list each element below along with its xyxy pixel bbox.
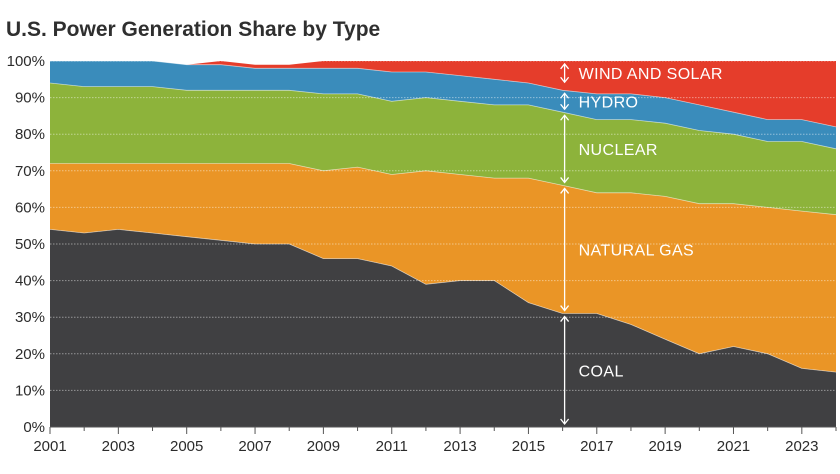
x-tick-label: 2015 — [512, 438, 545, 455]
x-tick-label: 2011 — [376, 438, 408, 455]
annotation-hydro: HYDRO — [560, 92, 639, 111]
x-tick-label: 2023 — [785, 438, 818, 455]
annotation-layer: WIND AND SOLAR HYDRO NUCLEAR NATURAL GAS COA… — [560, 62, 723, 426]
y-tick-label: 100% — [7, 53, 45, 70]
boundary-nuclear — [49, 82, 837, 150]
y-tick-label: 10% — [15, 382, 45, 399]
annotation-arrow-head-down — [560, 103, 570, 111]
y-tick-label: 0% — [23, 419, 45, 436]
x-tick-label: 2017 — [580, 438, 613, 455]
annotation-label: COAL — [579, 363, 624, 380]
annotation-arrow-head-up — [560, 114, 570, 121]
x-tick-label: 2013 — [443, 438, 476, 455]
x-tick-label: 2003 — [102, 438, 135, 455]
annotation-arrow-head-up — [560, 92, 570, 99]
annotation-label: HYDRO — [579, 94, 639, 111]
y-tick-label: 90% — [15, 90, 45, 107]
gridline-layer — [50, 60, 836, 391]
annotation-arrow-head-up — [560, 62, 570, 70]
x-tick-label: 2001 — [33, 438, 66, 455]
axis-layer — [49, 426, 837, 434]
boundary-hydro — [50, 60, 837, 128]
y-tick-label: 40% — [15, 273, 45, 290]
annotation-label: NATURAL GAS — [579, 242, 695, 259]
area-nuclear — [50, 83, 836, 215]
y-tick-label: 30% — [15, 309, 45, 326]
boundary-coal — [49, 228, 837, 373]
x-tick-label: 2005 — [170, 438, 203, 455]
area-hydro — [50, 61, 836, 149]
annotation-natural-gas: NATURAL GAS — [560, 187, 695, 312]
chart-title: U.S. Power Generation Share by Type — [6, 18, 380, 41]
x-tick-label: 2019 — [648, 438, 681, 455]
annotation-label: NUCLEAR — [579, 142, 658, 159]
y-tick-label: 80% — [15, 126, 45, 143]
x-tick-label: 2021 — [717, 438, 750, 455]
annotation-arrow-head-up — [560, 315, 570, 322]
boundary-natural-gas — [50, 163, 837, 216]
annotation-wind-and-solar: WIND AND SOLAR — [560, 62, 723, 84]
annotation-arrow-head-down — [560, 305, 570, 312]
y-tick-labels: 0% 10% 20% 30% 40% 50% 60% 70% 80% 90% 100% — [7, 53, 45, 436]
area-wind-and-solar — [50, 61, 836, 127]
area-natural-gas — [50, 163, 836, 373]
y-tick-label: 50% — [15, 236, 45, 253]
annotation-arrow-head-down — [560, 418, 570, 426]
y-tick-label: 60% — [15, 199, 45, 216]
x-tick-labels: 2001 2003 2005 2007 2009 2011 2013 2015 2017 2019… — [33, 438, 818, 455]
x-tick-label: 2009 — [307, 438, 340, 455]
area-coal — [50, 229, 836, 427]
annotation-arrow-head-up — [560, 187, 570, 194]
annotation-nuclear: NUCLEAR — [560, 114, 658, 184]
y-tick-label: 20% — [15, 346, 45, 363]
annotation-arrow-head-down — [560, 177, 570, 184]
annotation-coal: COAL — [560, 315, 624, 426]
x-tick-label: 2007 — [238, 438, 271, 455]
area-layer — [49, 60, 837, 427]
annotation-label: WIND AND SOLAR — [579, 66, 723, 83]
annotation-arrow-head-down — [560, 76, 570, 84]
y-tick-label: 70% — [15, 163, 45, 180]
